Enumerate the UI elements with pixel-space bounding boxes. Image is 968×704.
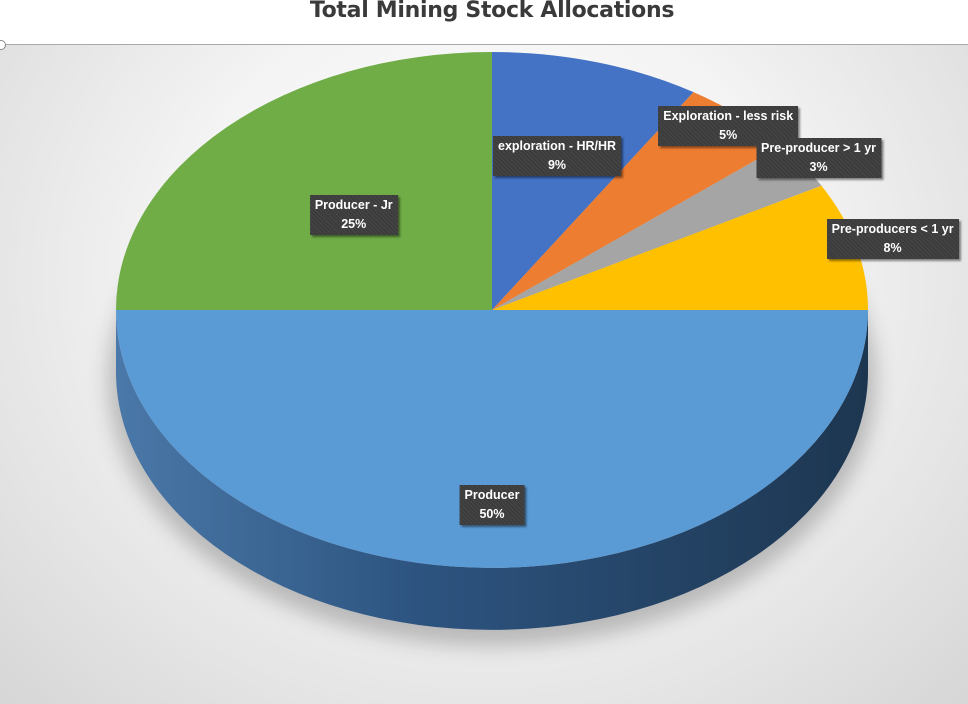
data-label-value: 25% [341, 217, 367, 232]
data-label-value: 9% [547, 158, 567, 173]
data-label-exploration-hr-hr: exploration - HR/HR 9% [493, 136, 622, 177]
pie-slice-producer[interactable] [116, 310, 868, 568]
pie-slice-producer-jr[interactable] [116, 52, 492, 310]
resize-handle[interactable] [0, 40, 6, 50]
pie-slice-pre-producers-1-yr[interactable] [492, 185, 868, 310]
data-label-name: Pre-producers < 1 yr [831, 222, 954, 237]
data-label-pre-producer-1-yr: Pre-producer > 1 yr 3% [756, 137, 882, 178]
data-label-value: 50% [479, 506, 505, 521]
pie-side-wall [116, 310, 868, 630]
data-label-producer-jr: Producer - Jr 25% [309, 195, 398, 236]
chart-title: Total Mining Stock Allocations [309, 0, 675, 23]
pie-slice-exploration-less-risk[interactable] [492, 92, 782, 311]
data-label-pre-producers-1-yr: Pre-producers < 1 yr 8% [826, 219, 959, 260]
data-label-name: exploration - HR/HR [498, 139, 617, 154]
data-label-name: Producer [464, 487, 520, 502]
data-label-producer: Producer 50% [459, 484, 525, 525]
data-label-value: 5% [719, 128, 738, 143]
data-label-name: Pre-producer > 1 yr [761, 140, 877, 155]
pie-slice-pre-producer-1-yr[interactable] [492, 145, 822, 310]
data-label-value: 8% [883, 241, 902, 256]
data-label-name: Producer - Jr [314, 198, 393, 213]
data-label-name: Exploration - less risk [663, 109, 794, 124]
data-label-value: 3% [809, 159, 828, 174]
pie-slice-exploration-hr-hr[interactable] [492, 52, 694, 310]
